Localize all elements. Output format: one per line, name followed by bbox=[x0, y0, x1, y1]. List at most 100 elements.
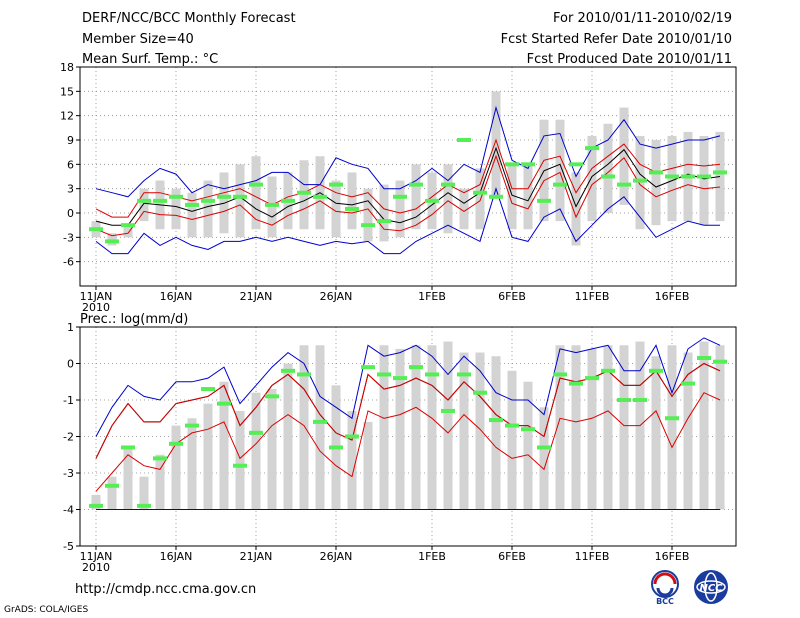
box-26 bbox=[491, 356, 501, 510]
y-tick-label: -3 bbox=[63, 231, 74, 244]
median-marker-10 bbox=[233, 194, 247, 199]
median-marker-26 bbox=[489, 418, 503, 423]
median-marker-24 bbox=[457, 138, 471, 142]
ncc-logo: NCC bbox=[690, 568, 732, 610]
box-37 bbox=[667, 135, 677, 222]
box-38 bbox=[683, 352, 693, 510]
x-year-label: 2010 bbox=[82, 301, 110, 314]
median-marker-20 bbox=[393, 376, 407, 381]
median-marker-11 bbox=[249, 182, 263, 187]
y-tick-label: -6 bbox=[63, 256, 74, 269]
box-25 bbox=[475, 352, 485, 510]
box-30 bbox=[555, 119, 565, 222]
median-marker-12 bbox=[265, 394, 279, 399]
box-30 bbox=[555, 345, 565, 510]
box-35 bbox=[635, 135, 645, 230]
series-lower-band bbox=[95, 392, 721, 492]
median-marker-9 bbox=[217, 401, 231, 406]
box-3 bbox=[123, 447, 133, 510]
box-12 bbox=[267, 389, 277, 510]
y-tick-label: 18 bbox=[60, 61, 74, 74]
median-marker-11 bbox=[249, 430, 263, 435]
series-minimum bbox=[95, 187, 720, 255]
box-9 bbox=[219, 381, 229, 510]
x-tick-label: 26JAN bbox=[320, 290, 353, 303]
svg-text:NCC: NCC bbox=[699, 583, 723, 594]
median-marker-31 bbox=[569, 162, 583, 167]
median-marker-39 bbox=[697, 174, 711, 179]
y-tick-label: -4 bbox=[63, 504, 74, 517]
median-marker-4 bbox=[137, 503, 151, 508]
box-36 bbox=[651, 140, 661, 226]
median-marker-29 bbox=[537, 198, 551, 203]
median-marker-16 bbox=[329, 445, 343, 450]
x-tick-label: 16FEB bbox=[655, 550, 690, 563]
box-37 bbox=[667, 345, 677, 510]
grads-credit: GrADS: COLA/IGES bbox=[4, 605, 89, 615]
box-18 bbox=[363, 188, 373, 242]
median-marker-18 bbox=[361, 223, 375, 228]
x-tick-label: 6FEB bbox=[498, 290, 526, 303]
median-marker-24 bbox=[457, 372, 471, 377]
median-marker-15 bbox=[313, 194, 327, 199]
median-marker-34 bbox=[617, 182, 631, 187]
median-marker-6 bbox=[169, 194, 183, 199]
median-marker-33 bbox=[601, 174, 615, 179]
median-marker-4 bbox=[137, 198, 151, 203]
precipitation-panel: -5 -4 -3 -2 -1 0 1 11JAN 16JAN 21JAN 26JAN 1FEB 6FEB… bbox=[63, 321, 737, 574]
box-4 bbox=[139, 476, 149, 510]
box-6 bbox=[171, 188, 181, 230]
y-tick-label: -2 bbox=[63, 431, 74, 444]
y-tick-label: 1 bbox=[67, 321, 74, 334]
median-marker-5 bbox=[153, 456, 167, 461]
box-28 bbox=[523, 381, 533, 510]
x-tick-label: 21JAN bbox=[240, 550, 273, 563]
median-marker-17 bbox=[345, 206, 359, 211]
median-marker-23 bbox=[441, 182, 455, 187]
box-31 bbox=[571, 172, 581, 246]
median-marker-30 bbox=[553, 372, 567, 377]
median-marker-27 bbox=[505, 423, 519, 428]
median-marker-35 bbox=[633, 398, 647, 402]
median-marker-13 bbox=[281, 368, 295, 373]
temperature-panel: -6 -3 0 3 6 9 12 15 18 11JAN 16JAN 21JAN 26JAN 1FEB 6F… bbox=[60, 61, 737, 314]
box-27 bbox=[507, 370, 517, 510]
median-marker-16 bbox=[329, 182, 343, 187]
box-32 bbox=[587, 135, 597, 222]
median-marker-20 bbox=[393, 194, 407, 199]
median-marker-27 bbox=[505, 162, 519, 167]
median-marker-7 bbox=[185, 202, 199, 207]
median-marker-8 bbox=[201, 198, 215, 203]
median-marker-35 bbox=[633, 178, 647, 183]
box-32 bbox=[587, 348, 597, 510]
median-marker-1 bbox=[89, 503, 103, 508]
x-tick-label: 26JAN bbox=[320, 550, 353, 563]
median-marker-3 bbox=[121, 445, 135, 450]
box-7 bbox=[187, 418, 197, 510]
median-marker-25 bbox=[473, 390, 487, 395]
y-tick-label: 12 bbox=[60, 110, 74, 123]
median-marker-37 bbox=[665, 174, 679, 179]
median-marker-38 bbox=[681, 381, 695, 386]
x-tick-label: 6FEB bbox=[498, 550, 526, 563]
median-marker-23 bbox=[441, 408, 455, 413]
x-tick-label: 11FEB bbox=[575, 550, 610, 563]
median-marker-36 bbox=[649, 170, 663, 175]
box-28 bbox=[523, 164, 533, 230]
box-8 bbox=[203, 403, 213, 510]
x-year-label: 2010 bbox=[82, 561, 110, 574]
median-marker-28 bbox=[521, 427, 535, 432]
box-11 bbox=[251, 392, 261, 510]
median-marker-8 bbox=[201, 387, 215, 392]
median-marker-37 bbox=[665, 416, 679, 421]
refer-date: Fcst Started Refer Date 2010/01/10 bbox=[500, 31, 732, 47]
median-marker-38 bbox=[681, 174, 695, 179]
box-34 bbox=[619, 107, 629, 205]
member-size: Member Size=40 bbox=[82, 31, 194, 47]
box-1 bbox=[91, 494, 101, 510]
bcc-logo: BCC bbox=[645, 568, 685, 610]
header-left: DERF/NCC/BCC Monthly Forecast Member Siz… bbox=[82, 11, 296, 73]
box-20 bbox=[395, 180, 405, 238]
variable-label: Mean Surf. Temp.: °C bbox=[82, 52, 219, 67]
